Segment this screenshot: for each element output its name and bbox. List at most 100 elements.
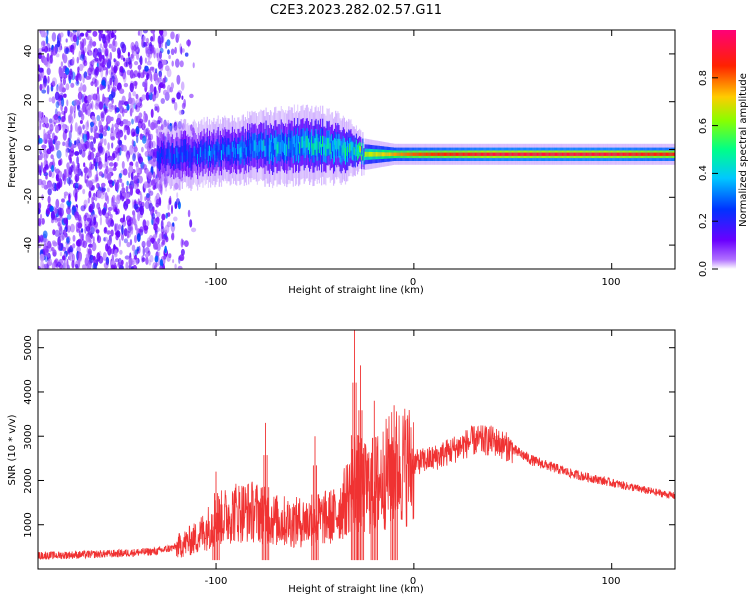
noise-cell	[139, 55, 143, 66]
noise-cell	[129, 82, 134, 93]
signal-cell	[161, 147, 163, 157]
x-tick-label: 100	[601, 277, 620, 288]
signal-cell	[451, 152, 453, 156]
noise-cell	[107, 116, 113, 122]
signal-cell	[365, 151, 367, 157]
signal-cell	[661, 152, 663, 156]
signal-cell	[446, 152, 448, 156]
noise-cell	[108, 106, 113, 113]
noise-cell	[174, 101, 178, 111]
signal-cell	[339, 145, 341, 156]
noise-cell	[144, 65, 149, 72]
signal-cell	[414, 152, 416, 156]
signal-cell	[656, 152, 658, 156]
signal-cell	[220, 150, 223, 161]
noise-cell	[103, 107, 108, 114]
noise-cell	[112, 38, 116, 47]
noise-cell	[137, 120, 143, 129]
signal-cell	[385, 152, 387, 157]
colorbar-tick-label: 0.6	[698, 118, 709, 134]
signal-cell	[409, 152, 411, 156]
noise-cell	[126, 154, 130, 162]
noise-cell	[49, 124, 54, 129]
noise-cell	[114, 122, 120, 129]
signal-cell	[566, 152, 569, 156]
signal-cell	[398, 152, 400, 156]
noise-cell	[147, 171, 153, 180]
noise-cell	[131, 244, 136, 252]
signal-cell	[333, 146, 335, 158]
noise-cell	[176, 92, 181, 100]
signal-cell	[540, 152, 542, 156]
noise-cell	[166, 221, 171, 228]
signal-cell	[244, 144, 246, 155]
noise-cell	[90, 60, 95, 67]
noise-cell	[146, 220, 150, 227]
signal-cell	[625, 152, 627, 156]
signal-cell	[596, 152, 598, 156]
signal-cell	[479, 152, 481, 156]
noise-cell	[170, 82, 174, 90]
noise-cell	[84, 100, 90, 107]
noise-cell	[133, 203, 139, 210]
colorbar: 0.0 0.2 0.4 0.6 0.8 Normalized spectral …	[698, 30, 749, 277]
noise-cell	[134, 219, 138, 228]
noise-cell	[74, 192, 78, 202]
noise-cell	[91, 242, 97, 252]
spectrogram-ticks	[38, 30, 675, 269]
noise-cell	[72, 234, 76, 242]
noise-cell	[92, 41, 97, 47]
signal-cell	[165, 154, 167, 165]
signal-cell	[166, 148, 168, 159]
signal-cell	[169, 152, 171, 163]
noise-cell	[101, 127, 104, 137]
signal-cell	[408, 152, 410, 156]
signal-cell	[483, 152, 485, 156]
noise-cell	[135, 104, 138, 110]
signal-cell	[608, 152, 610, 156]
noise-cell	[76, 156, 79, 165]
signal-cell	[623, 152, 625, 156]
signal-cell	[239, 148, 241, 159]
signal-cell	[219, 145, 221, 156]
signal-cell	[235, 148, 237, 158]
signal-cell	[642, 152, 644, 156]
signal-cell	[200, 147, 202, 158]
noise-cell	[54, 91, 60, 101]
noise-cell	[141, 240, 146, 248]
noise-cell	[85, 31, 88, 38]
signal-cell	[636, 152, 638, 156]
noise-cell	[145, 127, 150, 135]
signal-cell	[160, 153, 162, 164]
noise-cell	[133, 199, 137, 205]
noise-cell	[80, 238, 85, 248]
noise-cell	[80, 82, 83, 91]
noise-cell	[150, 237, 156, 243]
noise-cell	[133, 70, 139, 78]
noise-cell	[123, 228, 128, 237]
signal-cell	[602, 152, 604, 156]
spectrogram-panel: -100 0 100 Height of straight line (km) …	[7, 29, 749, 296]
noise-cell	[119, 88, 125, 94]
noise-cell	[177, 33, 180, 39]
noise-cell	[118, 139, 123, 146]
signal-cell	[576, 152, 578, 156]
signal-cell	[637, 152, 639, 156]
noise-cell	[110, 203, 116, 210]
noise-cell	[122, 119, 128, 125]
signal-cell	[420, 152, 422, 156]
y-axis-label: SNR (10 * v/v)	[7, 414, 18, 485]
noise-cell	[143, 128, 146, 134]
noise-cell	[59, 68, 64, 77]
signal-cell	[177, 151, 179, 162]
noise-cell	[49, 205, 54, 213]
noise-cell	[77, 91, 83, 101]
noise-cell	[142, 69, 145, 78]
noise-cell	[125, 215, 132, 222]
signal-cell	[673, 152, 675, 156]
noise-cell	[119, 66, 124, 73]
signal-cell	[425, 152, 427, 156]
noise-cell	[92, 30, 98, 37]
noise-cell	[107, 142, 110, 151]
